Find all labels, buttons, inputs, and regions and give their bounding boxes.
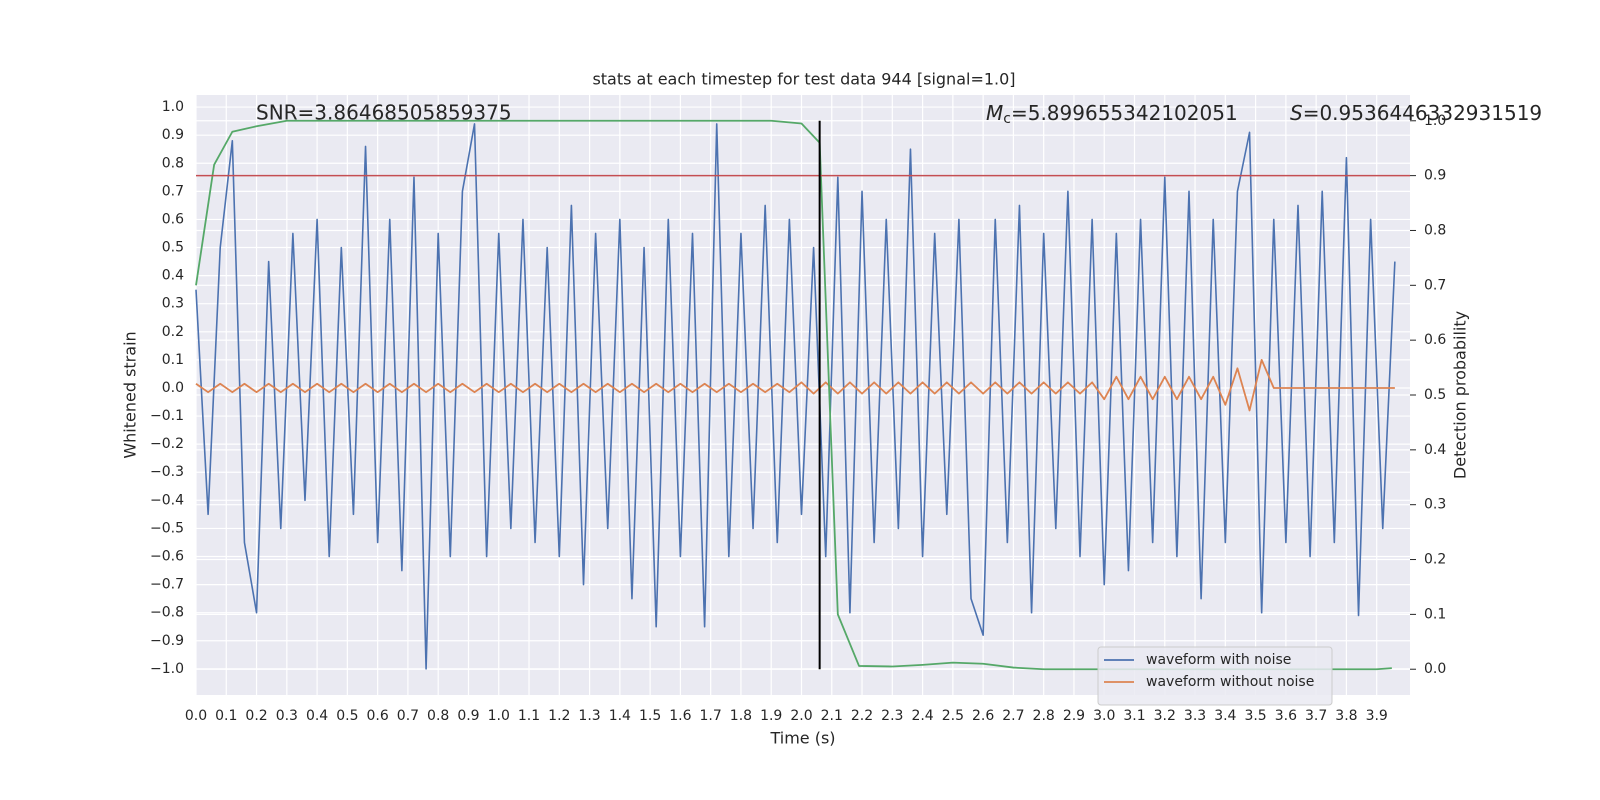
y-tick-label: −1.0 — [150, 661, 184, 677]
x-tick-label: 3.8 — [1335, 708, 1357, 724]
x-tick-label: 1.1 — [518, 708, 540, 724]
y-tick-label: 0.3 — [162, 296, 184, 312]
x-tick-label: 2.2 — [851, 708, 873, 724]
s-annotation: S=0.9536446332931519 — [1290, 101, 1542, 125]
y-tick-label: 0.2 — [162, 324, 184, 340]
y2-axis-label: Detection probability — [1451, 311, 1470, 479]
x-tick-label: 1.4 — [609, 708, 631, 724]
y-tick-label: −0.9 — [150, 633, 184, 649]
y2-tick-label: 0.1 — [1424, 606, 1446, 622]
y-tick-label: 0.4 — [162, 268, 184, 284]
x-tick-label: 1.5 — [639, 708, 661, 724]
legend-label: waveform without noise — [1146, 674, 1314, 690]
legend-label: waveform with noise — [1146, 652, 1291, 668]
x-tick-label: 0.9 — [457, 708, 479, 724]
x-tick-label: 2.3 — [881, 708, 903, 724]
x-tick-label: 3.3 — [1184, 708, 1206, 724]
y2-tick-label: 0.0 — [1424, 661, 1446, 677]
mc-symbol: M — [986, 101, 1003, 125]
x-tick-label: 3.9 — [1366, 708, 1388, 724]
x-tick-label: 0.2 — [245, 708, 267, 724]
x-tick-label: 3.4 — [1214, 708, 1236, 724]
x-tick-label: 2.5 — [942, 708, 964, 724]
mc-annotation: Mc=5.899655342102051 — [986, 101, 1238, 128]
y2-tick-label: 0.6 — [1424, 332, 1446, 348]
y2-tick-label: 0.3 — [1424, 497, 1446, 513]
chart-title: stats at each timestep for test data 944… — [592, 70, 1015, 89]
snr-annotation: SNR=3.86468505859375 — [256, 101, 512, 125]
x-tick-label: 2.1 — [821, 708, 843, 724]
legend: waveform with noise waveform without nois… — [1097, 646, 1333, 706]
y-tick-label: −0.8 — [150, 605, 184, 621]
y2-tick-label: 0.7 — [1424, 277, 1446, 293]
y2-tick-label: 0.4 — [1424, 442, 1446, 458]
y-tick-label: 0.5 — [162, 240, 184, 256]
x-tick-label: 2.8 — [1033, 708, 1055, 724]
x-tick-label: 3.2 — [1154, 708, 1176, 724]
x-tick-label: 1.3 — [578, 708, 600, 724]
x-tick-label: 0.8 — [427, 708, 449, 724]
x-tick-label: 2.4 — [911, 708, 933, 724]
mc-subscript: c — [1003, 111, 1011, 127]
y-tick-label: −0.7 — [150, 577, 184, 593]
y-tick-label: −0.6 — [150, 549, 184, 565]
y-tick-label: −0.1 — [150, 408, 184, 424]
s-symbol: S — [1290, 101, 1303, 125]
x-tick-label: 1.7 — [700, 708, 722, 724]
y-tick-label: 0.7 — [162, 183, 184, 199]
x-tick-label: 2.6 — [972, 708, 994, 724]
y-tick-label: −0.3 — [150, 464, 184, 480]
x-tick-label: 2.0 — [790, 708, 812, 724]
series-line — [195, 123, 1396, 670]
x-tick-label: 2.9 — [1063, 708, 1085, 724]
x-axis-label: Time (s) — [769, 729, 835, 748]
x-tick-label: 3.6 — [1275, 708, 1297, 724]
marks — [195, 119, 1410, 671]
y2-tick-label: 0.5 — [1424, 387, 1446, 403]
grid — [195, 95, 1410, 695]
y2-tick-label: 1.0 — [1424, 113, 1446, 129]
x-tick-label: 0.7 — [397, 708, 419, 724]
y-tick-label: 0.6 — [162, 211, 184, 227]
legend-box — [1097, 646, 1333, 706]
x-tick-label: 0.5 — [336, 708, 358, 724]
y-tick-label: −0.2 — [150, 436, 184, 452]
x-tick-label: 3.0 — [1093, 708, 1115, 724]
x-tick-label: 0.3 — [276, 708, 298, 724]
y2-tick-label: 0.8 — [1424, 222, 1446, 238]
s-value: =0.9536446332931519 — [1303, 101, 1542, 125]
y-tick-label: −0.4 — [150, 492, 184, 508]
x-tick-label: 3.7 — [1305, 708, 1327, 724]
mc-value: =5.899655342102051 — [1011, 101, 1238, 125]
series-line — [195, 358, 1395, 412]
y-tick-label: 0.9 — [162, 127, 184, 143]
x-tick-label: 3.5 — [1244, 708, 1266, 724]
y-tick-label: 0.1 — [162, 352, 184, 368]
x-tick-label: 1.0 — [488, 708, 510, 724]
y-axis-label: Whitened strain — [121, 331, 140, 458]
x-tick-label: 0.0 — [185, 708, 207, 724]
x-tick-label: 1.8 — [730, 708, 752, 724]
x-tick-label: 1.6 — [669, 708, 691, 724]
x-tick-label: 3.1 — [1123, 708, 1145, 724]
x-tick-label: 0.4 — [306, 708, 328, 724]
y-tick-label: 1.0 — [162, 99, 184, 115]
series-line — [195, 119, 1392, 671]
y2-tick-label: 0.2 — [1424, 552, 1446, 568]
x-tick-label: 2.7 — [1002, 708, 1024, 724]
x-tick-label: 0.6 — [367, 708, 389, 724]
y-tick-label: 0.8 — [162, 155, 184, 171]
y-tick-label: 0.0 — [162, 380, 184, 396]
y2-tick-label: 0.9 — [1424, 168, 1446, 184]
x-tick-label: 1.9 — [760, 708, 782, 724]
x-tick-label: 0.1 — [215, 708, 237, 724]
y-tick-label: −0.5 — [150, 520, 184, 536]
x-tick-label: 1.2 — [548, 708, 570, 724]
